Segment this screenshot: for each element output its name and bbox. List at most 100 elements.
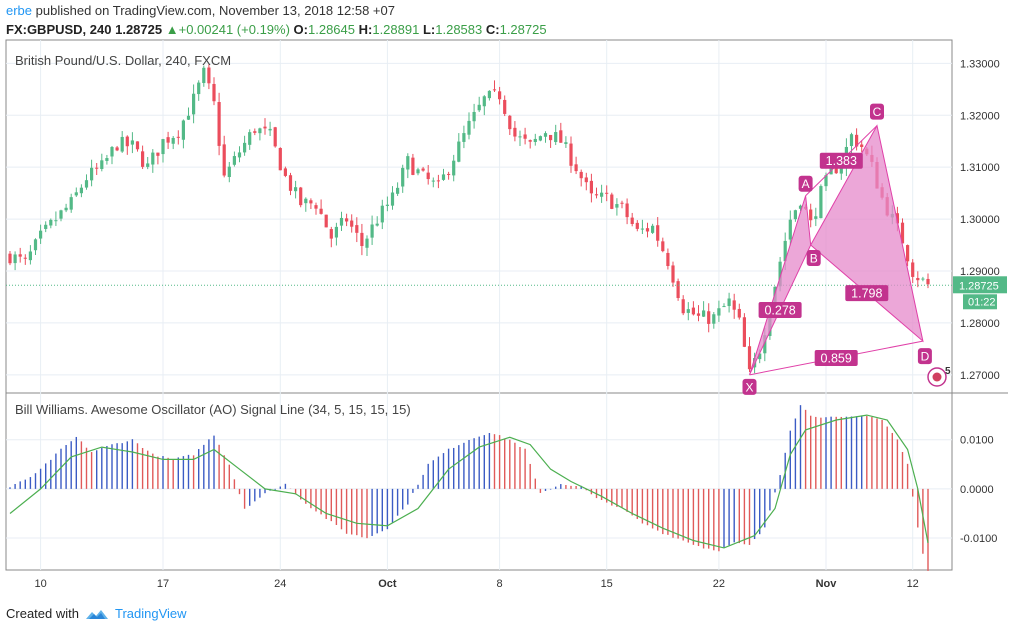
- candle-body: [676, 281, 680, 299]
- time-tick-label: 8: [497, 578, 503, 590]
- tradingview-brand-link[interactable]: TradingView: [114, 606, 187, 621]
- candle-body: [161, 139, 165, 155]
- candle-body: [268, 128, 272, 131]
- price-tick-label: 1.31000: [960, 162, 1000, 174]
- low-value: 1.28583: [435, 22, 483, 37]
- price-tick-label: 1.30000: [960, 214, 1000, 226]
- candle-body: [74, 192, 78, 196]
- harmonic-pattern[interactable]: 0.278 1.383 1.798 0.859 X A B C D: [742, 103, 932, 395]
- ratio-label-bg: [758, 301, 802, 318]
- candle-body: [243, 142, 247, 153]
- candle-body: [824, 175, 828, 187]
- close-label: C:: [485, 22, 500, 37]
- time-tick-label: 12: [907, 578, 919, 590]
- candle-body: [554, 132, 558, 143]
- candle-body: [401, 167, 405, 187]
- candle-body: [584, 177, 588, 183]
- candle-body: [467, 120, 471, 135]
- candle-body: [23, 257, 27, 259]
- candle-body: [783, 240, 787, 262]
- point-label-d: D: [921, 350, 930, 364]
- candle-body: [620, 202, 624, 204]
- trading-chart[interactable]: 0.278 1.383 1.798 0.859 X A B C D 1.33000 1.32000…: [0, 0, 1010, 600]
- candle-body: [79, 187, 83, 194]
- candle-body: [227, 166, 231, 178]
- change-value: +0.00241 (+0.19%): [178, 22, 290, 37]
- candle-body: [635, 222, 639, 229]
- candle-body: [115, 147, 119, 151]
- candle-body: [49, 219, 53, 226]
- candle-body: [396, 187, 400, 194]
- candle-body: [309, 200, 313, 204]
- candle-body: [574, 164, 578, 172]
- point-label-bg: [870, 103, 884, 120]
- chart-frame: [5, 39, 953, 571]
- candle-body: [339, 217, 344, 226]
- candle-body: [278, 148, 282, 171]
- candle-body: [406, 156, 410, 170]
- candle-body: [447, 173, 451, 175]
- candle-body: [54, 220, 58, 222]
- candle-body: [380, 205, 384, 223]
- candle-body: [258, 128, 262, 134]
- candle-body: [426, 172, 430, 180]
- price-tick-label: 1.29000: [960, 266, 1000, 278]
- candle-body: [482, 96, 486, 107]
- candle-body: [411, 157, 415, 175]
- ao-signal-line: [9, 414, 929, 549]
- candle-body: [130, 140, 134, 145]
- candle-body: [855, 134, 859, 147]
- candle-body: [421, 168, 425, 171]
- ao-histogram: [9, 405, 929, 571]
- symbol-info: FX:GBPUSD, 240 1.28725 ▲+0.00241 (+0.19%…: [6, 22, 547, 37]
- candle-body: [457, 141, 461, 162]
- candle-body: [100, 160, 104, 169]
- time-tick-label: Oct: [378, 578, 397, 590]
- ratio-label-xb: 0.278: [764, 303, 795, 317]
- candle-body: [237, 152, 242, 158]
- candle-body: [722, 306, 726, 308]
- candle-body: [69, 197, 73, 210]
- badge-count: 5: [945, 366, 951, 377]
- candle-body: [197, 82, 201, 95]
- candle-body: [656, 225, 660, 241]
- candle-body: [814, 216, 818, 219]
- ao-tick-label: -0.0100: [960, 533, 997, 545]
- candle-body: [365, 238, 369, 248]
- candle-body: [263, 126, 267, 129]
- candle-body: [253, 131, 257, 133]
- candle-body: [594, 194, 599, 196]
- point-label-a: A: [802, 177, 810, 191]
- candle-body: [171, 137, 175, 144]
- candle-body: [860, 144, 864, 147]
- candlestick-series: [6, 64, 952, 374]
- candle-body: [498, 91, 502, 100]
- time-tick-label: 24: [274, 578, 286, 590]
- candle-body: [232, 156, 236, 165]
- candle-body: [911, 262, 915, 277]
- ao-pane-title: Bill Williams. Awesome Oscillator (AO) S…: [15, 402, 411, 417]
- ratio-label-bg: [845, 285, 889, 302]
- footer: Created with TradingView: [6, 606, 187, 621]
- candle-body: [793, 210, 797, 220]
- last-price-tag-label: 1.28725: [959, 280, 999, 292]
- point-label-bg: [742, 378, 757, 395]
- candle-body: [288, 175, 293, 191]
- candle-body: [319, 208, 323, 214]
- candle-body: [747, 346, 752, 370]
- candle-body: [651, 225, 655, 233]
- candle-body: [135, 141, 140, 150]
- author-link[interactable]: erbe: [6, 3, 33, 18]
- tradingview-logo-icon: [85, 609, 108, 619]
- candle-body: [181, 120, 185, 140]
- candle-body: [630, 217, 634, 225]
- candle-body: [248, 132, 252, 145]
- candle-body: [39, 230, 43, 239]
- candle-body: [523, 134, 527, 139]
- time-tick-label: 10: [34, 578, 46, 590]
- countdown-tag: [963, 294, 997, 310]
- candle-body: [105, 158, 109, 161]
- candle-body: [691, 307, 695, 315]
- point-label-bg: [806, 250, 821, 267]
- candle-body: [717, 308, 721, 316]
